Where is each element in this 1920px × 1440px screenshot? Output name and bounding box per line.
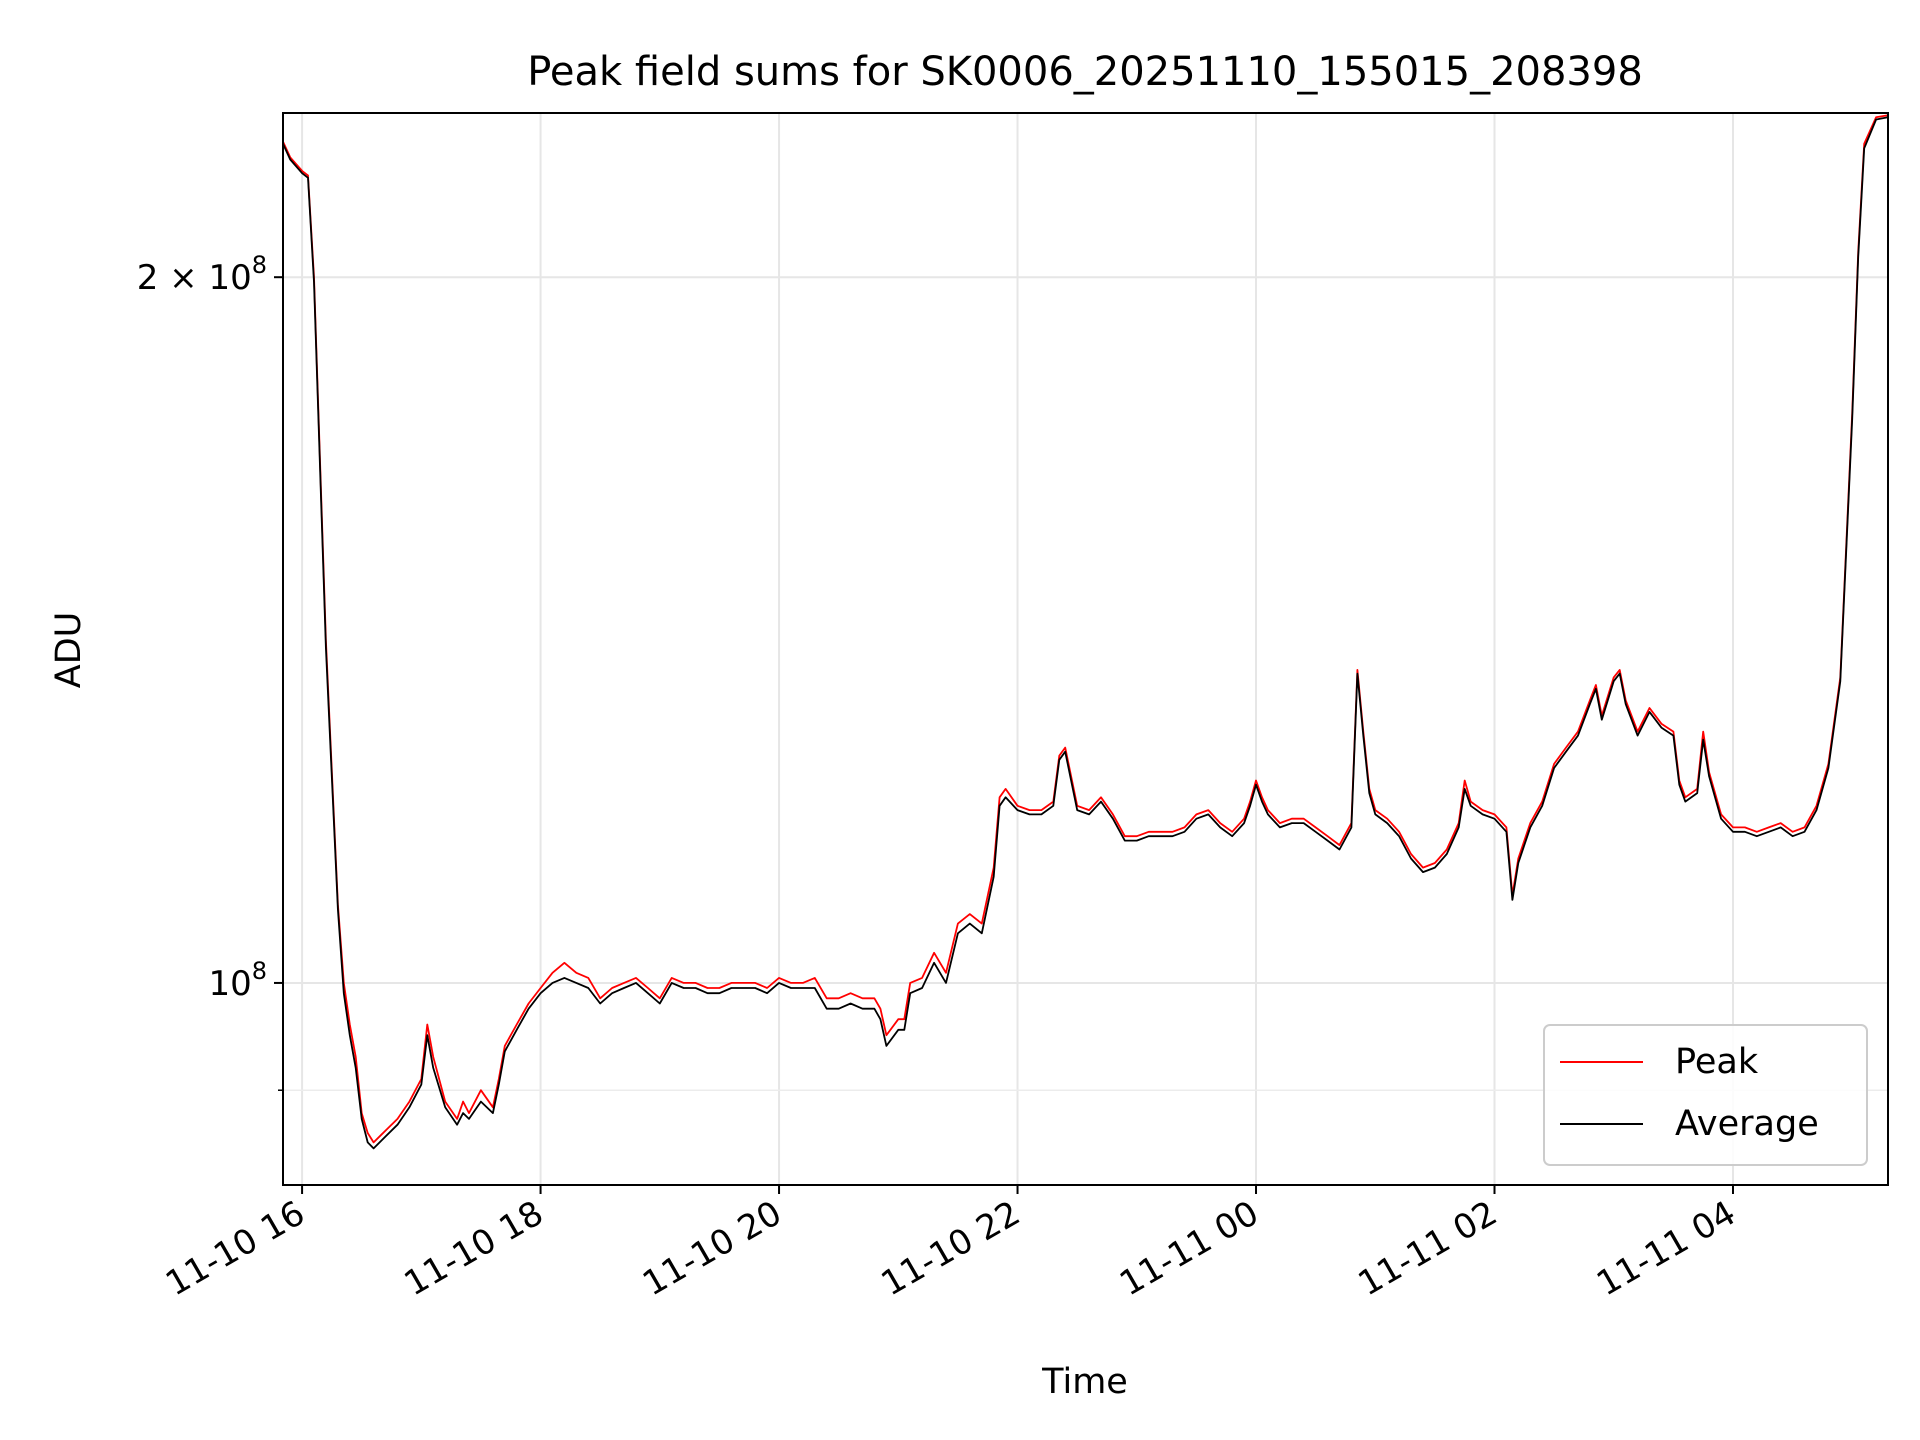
legend-label-peak: Peak bbox=[1675, 1042, 1759, 1082]
legend-box bbox=[1543, 1024, 1868, 1166]
series-layer bbox=[282, 114, 1889, 1150]
y-axis-label: ADU bbox=[49, 612, 89, 689]
legend: Peak Average bbox=[1543, 1024, 1868, 1166]
x-axis-label: Time bbox=[1041, 1362, 1128, 1402]
series-line-average bbox=[282, 116, 1889, 1150]
legend-label-average: Average bbox=[1675, 1104, 1819, 1144]
y-tick-label: 108 bbox=[208, 957, 267, 1004]
plot-frame bbox=[282, 112, 1889, 1186]
y-axis: 108 2 × 108 bbox=[137, 251, 283, 1091]
chart-title: Peak field sums for SK0006_20251110_1550… bbox=[527, 49, 1643, 95]
series-line-peak bbox=[282, 114, 1889, 1144]
y-tick-label: 2 × 108 bbox=[137, 251, 267, 298]
